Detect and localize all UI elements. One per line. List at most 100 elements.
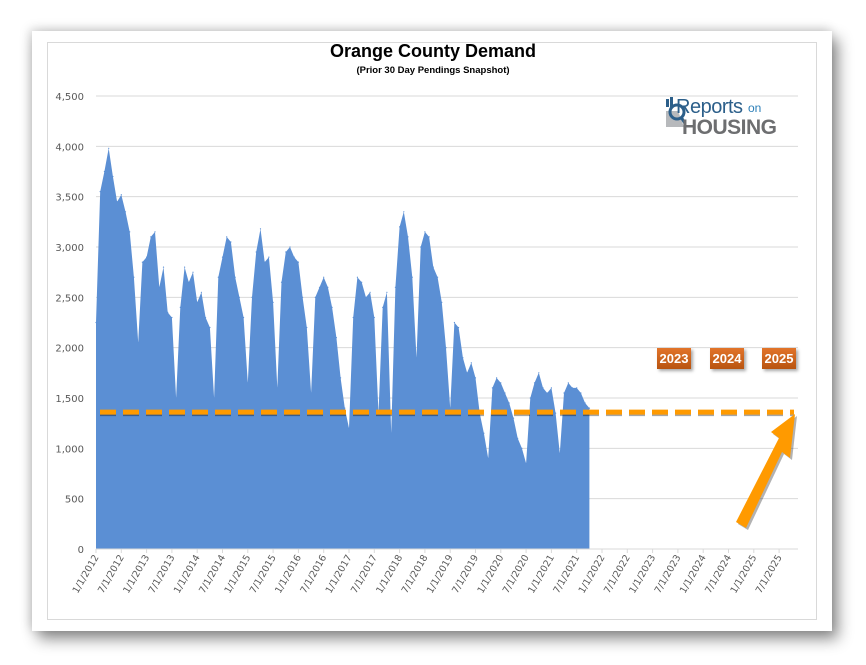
data-point bbox=[310, 392, 312, 394]
data-point bbox=[361, 281, 363, 283]
data-point bbox=[538, 372, 540, 374]
data-point bbox=[445, 347, 447, 349]
data-point bbox=[129, 231, 131, 233]
data-point bbox=[251, 296, 253, 298]
data-point bbox=[441, 301, 443, 303]
logo-reports-text: Reports bbox=[676, 96, 743, 118]
data-point bbox=[462, 357, 464, 359]
data-point bbox=[99, 191, 101, 193]
x-axis: 1/1/20127/1/20121/1/20137/1/20131/1/2014… bbox=[71, 548, 798, 595]
data-point bbox=[474, 377, 477, 379]
data-point bbox=[576, 387, 578, 389]
data-point bbox=[285, 251, 287, 253]
data-point bbox=[394, 286, 396, 288]
data-point bbox=[563, 392, 565, 394]
data-point bbox=[230, 241, 232, 243]
year-badge-2024: 2024 bbox=[710, 348, 744, 369]
data-point bbox=[517, 437, 519, 439]
data-point bbox=[390, 432, 392, 434]
data-point bbox=[112, 175, 114, 178]
data-point bbox=[356, 276, 358, 278]
data-point bbox=[352, 316, 354, 319]
data-point bbox=[314, 296, 316, 298]
y-tick-label: 1,500 bbox=[55, 394, 84, 405]
data-point bbox=[259, 228, 262, 230]
data-point bbox=[365, 296, 367, 298]
data-point bbox=[512, 417, 515, 419]
y-tick-label: 2,000 bbox=[55, 344, 84, 355]
data-point bbox=[521, 447, 523, 449]
data-point bbox=[567, 382, 569, 384]
data-point bbox=[108, 147, 110, 149]
y-tick-label: 3,500 bbox=[55, 193, 84, 204]
reference-line bbox=[96, 409, 794, 417]
logo-housing-text: HOUSING bbox=[682, 116, 777, 139]
data-point bbox=[529, 397, 531, 399]
data-point bbox=[428, 236, 430, 238]
data-point bbox=[327, 286, 329, 288]
data-point bbox=[420, 246, 422, 248]
data-point bbox=[500, 382, 502, 384]
data-point bbox=[470, 362, 472, 364]
data-point bbox=[340, 377, 342, 379]
data-point bbox=[437, 276, 439, 278]
data-point bbox=[205, 316, 207, 319]
data-point bbox=[133, 276, 135, 278]
data-point bbox=[373, 316, 375, 319]
data-point bbox=[504, 392, 506, 394]
data-point bbox=[213, 397, 215, 399]
data-point bbox=[276, 387, 278, 389]
data-point bbox=[179, 306, 181, 308]
data-point bbox=[407, 236, 409, 238]
data-point bbox=[525, 462, 527, 464]
data-point bbox=[344, 407, 346, 409]
data-point bbox=[226, 236, 228, 238]
data-point bbox=[542, 387, 544, 389]
magnifier-logo-icon bbox=[666, 97, 686, 127]
data-point bbox=[559, 452, 561, 454]
arrow-up-right-icon bbox=[736, 414, 795, 528]
data-point bbox=[184, 266, 186, 268]
data-point bbox=[297, 261, 299, 263]
data-point bbox=[584, 402, 586, 404]
area-series bbox=[95, 147, 591, 550]
data-point bbox=[247, 382, 249, 384]
data-point bbox=[217, 276, 219, 278]
data-point bbox=[120, 194, 122, 196]
data-point bbox=[272, 301, 274, 303]
data-point bbox=[162, 266, 165, 268]
data-point bbox=[555, 412, 557, 414]
data-point bbox=[331, 306, 333, 308]
logo-on-text: on bbox=[748, 101, 762, 115]
data-point bbox=[171, 316, 173, 319]
data-point bbox=[453, 321, 455, 324]
data-point bbox=[221, 256, 224, 258]
chart-subtitle: (Prior 30 Day Pendings Snapshot) bbox=[356, 65, 510, 76]
data-point bbox=[200, 291, 202, 293]
data-point bbox=[196, 301, 198, 303]
data-point bbox=[280, 281, 283, 283]
data-point bbox=[154, 231, 156, 233]
data-point bbox=[449, 407, 451, 409]
data-point bbox=[550, 387, 553, 389]
data-point bbox=[424, 231, 426, 233]
data-point bbox=[234, 276, 236, 278]
data-point bbox=[386, 291, 388, 293]
data-point bbox=[289, 246, 291, 248]
data-point bbox=[348, 427, 350, 429]
data-point bbox=[293, 256, 295, 258]
year-badge-2023: 2023 bbox=[657, 348, 691, 369]
data-point bbox=[487, 457, 489, 459]
area-series-path bbox=[96, 148, 590, 550]
y-axis-ticks: 0 500 1,000 1,500 2,000 2,500 3,000 3,500 4,000 4… bbox=[55, 92, 84, 556]
data-point bbox=[158, 286, 160, 288]
data-point bbox=[335, 337, 337, 339]
data-point bbox=[167, 311, 169, 313]
data-point bbox=[192, 271, 194, 273]
y-tick-label: 3,000 bbox=[55, 243, 84, 254]
y-tick-label: 1,000 bbox=[55, 444, 84, 455]
data-point bbox=[238, 296, 240, 298]
data-point bbox=[124, 211, 127, 213]
data-point bbox=[137, 342, 139, 344]
